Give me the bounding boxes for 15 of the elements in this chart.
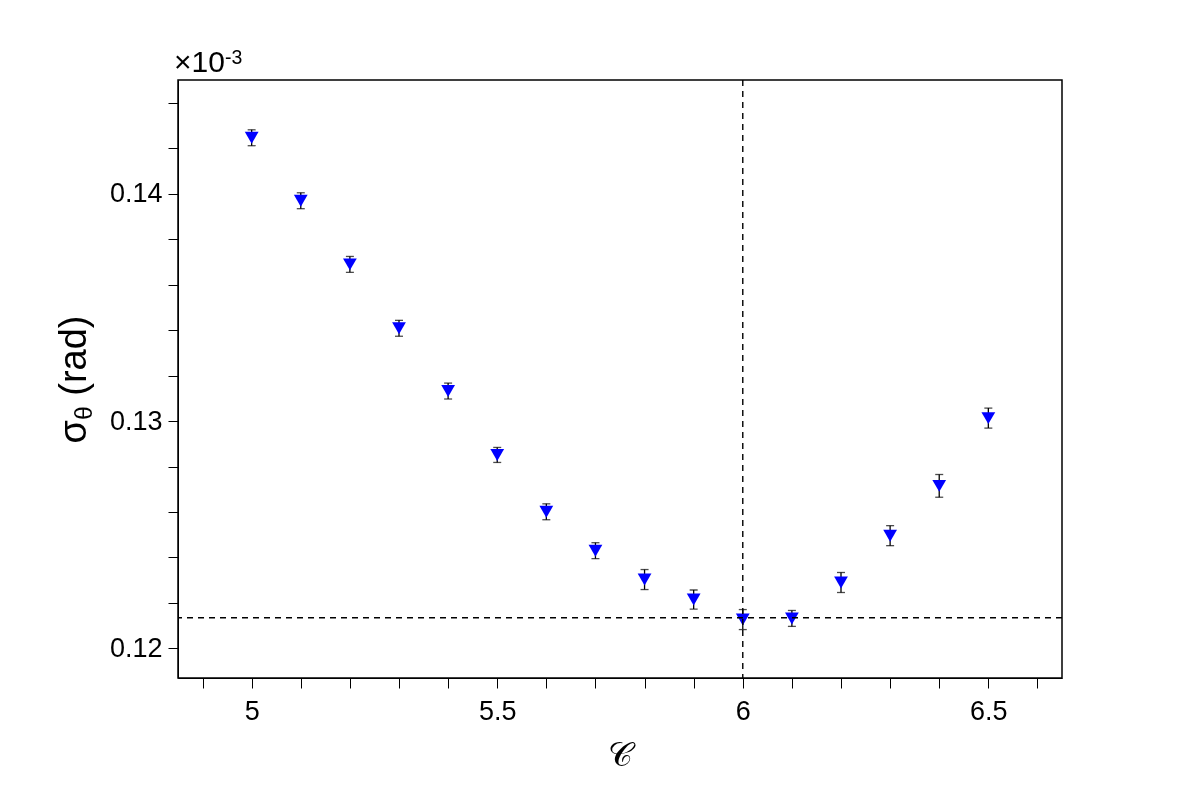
point [834,576,848,589]
y-tick-label: 0.14 [109,178,163,209]
point [932,479,947,492]
x-axis-title: 𝒞 [608,734,636,773]
point [637,573,652,586]
x-tick-label: 5 [244,695,260,726]
point [981,412,996,425]
x-tick-label: 5.5 [478,695,517,726]
point [883,529,897,542]
y-tick-label: 0.13 [109,405,163,436]
y-tick-label: 0.12 [109,632,163,663]
point [686,593,701,606]
x-tick-label: 6 [735,695,751,726]
text: ×10$^{-3}$ [174,45,243,78]
x-tick-label: 6.5 [970,695,1008,726]
